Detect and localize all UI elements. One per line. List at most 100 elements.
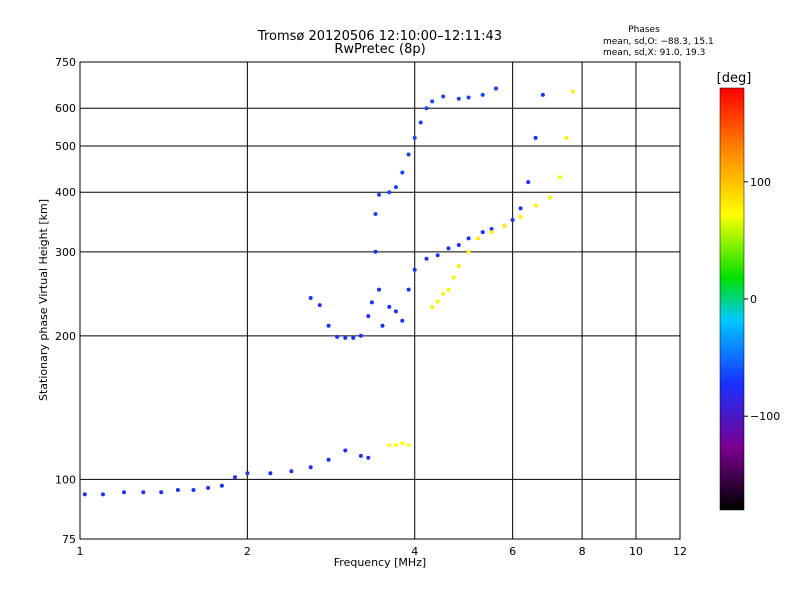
scatter-point bbox=[233, 475, 237, 480]
y-axis-ticks: 75 100 200 300 400 500 600 750 bbox=[55, 56, 76, 546]
scatter-point bbox=[480, 230, 485, 235]
plot-area bbox=[79, 61, 681, 540]
chart-subtitle: RwPretec (8p) bbox=[334, 42, 425, 57]
scatter-point bbox=[494, 86, 498, 91]
scatter-point bbox=[533, 203, 538, 208]
scatter-point bbox=[393, 185, 398, 190]
scatter-point bbox=[101, 492, 105, 497]
scatter-point bbox=[393, 309, 398, 314]
scatter-point bbox=[412, 267, 417, 272]
scatter-point bbox=[387, 443, 392, 448]
scatter-point bbox=[540, 92, 545, 97]
colorbar bbox=[719, 87, 745, 511]
scatter-point bbox=[430, 304, 435, 309]
scatter-point bbox=[175, 488, 180, 492]
scatter-point bbox=[366, 455, 371, 460]
colorbar-ticks: 100 0 −100 bbox=[744, 176, 780, 423]
scatter-point bbox=[400, 318, 405, 323]
y-tick-label: 100 bbox=[55, 473, 76, 486]
scatter-point bbox=[502, 223, 507, 228]
scatter-point bbox=[245, 471, 250, 476]
scatter-point bbox=[141, 490, 146, 495]
scatter-point bbox=[518, 206, 523, 211]
x-axis-ticks: 1 2 4 6 8 10 12 bbox=[77, 545, 688, 558]
x-tick-label: 1 bbox=[77, 545, 84, 558]
scatter-point bbox=[219, 483, 224, 488]
scatter-point bbox=[451, 275, 456, 280]
scatter-point bbox=[393, 443, 398, 448]
scatter-point bbox=[326, 323, 331, 328]
phases-title: Phases bbox=[628, 25, 660, 35]
colorbar-label: [deg] bbox=[717, 71, 752, 86]
scatter-point bbox=[343, 335, 348, 340]
scatter-point bbox=[289, 469, 294, 474]
phases-line-x: mean, sd,X: 91.0, 19.3 bbox=[603, 48, 705, 58]
scatter-point bbox=[456, 243, 461, 247]
scatter-point bbox=[533, 135, 538, 140]
colorbar-tick-label: 100 bbox=[750, 176, 771, 189]
scatter-point bbox=[570, 89, 575, 94]
scatter-point bbox=[435, 299, 440, 304]
scatter-point bbox=[466, 249, 471, 254]
scatter-point bbox=[343, 448, 348, 453]
scatter-point bbox=[400, 441, 405, 446]
phases-line-o: mean, sd,O: −88.3, 15.1 bbox=[603, 37, 714, 47]
scatter-point bbox=[159, 490, 164, 495]
scatter-point bbox=[406, 443, 411, 448]
scatter-point bbox=[466, 95, 471, 100]
scatter-point bbox=[430, 99, 435, 104]
scatter-point bbox=[308, 296, 313, 300]
scatter-point bbox=[335, 334, 340, 339]
scatter-point bbox=[308, 465, 313, 470]
scatter-point bbox=[406, 287, 411, 292]
scatter-point bbox=[510, 217, 515, 222]
scatter-point bbox=[377, 192, 381, 197]
scatter-point bbox=[358, 333, 363, 338]
scatter-point bbox=[446, 246, 451, 251]
scatter-points bbox=[82, 86, 575, 497]
scatter-point bbox=[526, 180, 531, 185]
scatter-point bbox=[489, 230, 494, 235]
y-tick-label: 75 bbox=[62, 533, 76, 546]
x-tick-label: 4 bbox=[411, 545, 418, 558]
scatter-point bbox=[435, 253, 440, 258]
chart-title: Tromsø 20120506 12:10:00–12:11:43 bbox=[257, 29, 502, 44]
scatter-point bbox=[476, 236, 481, 241]
x-tick-label: 12 bbox=[673, 545, 687, 558]
colorbar-tick-label: 0 bbox=[750, 293, 757, 306]
scatter-point bbox=[369, 300, 374, 305]
scatter-point bbox=[373, 249, 378, 254]
scatter-point bbox=[558, 175, 562, 180]
scatter-point bbox=[317, 303, 322, 308]
scatter-point bbox=[358, 453, 363, 458]
scatter-point bbox=[387, 190, 392, 195]
scatter-point bbox=[547, 195, 552, 200]
scatter-point bbox=[456, 96, 461, 101]
scatter-point bbox=[387, 304, 392, 309]
y-tick-label: 600 bbox=[55, 102, 76, 115]
scatter-point bbox=[441, 291, 446, 296]
scatter-point bbox=[418, 120, 423, 125]
scatter-point bbox=[373, 212, 378, 216]
y-tick-label: 750 bbox=[55, 56, 76, 69]
scatter-point bbox=[122, 490, 126, 495]
scatter-point bbox=[380, 323, 385, 328]
y-tick-label: 300 bbox=[55, 246, 76, 259]
scatter-point bbox=[441, 94, 446, 99]
scatter-point bbox=[424, 106, 429, 111]
scatter-point bbox=[518, 214, 523, 219]
scatter-point bbox=[480, 92, 485, 97]
y-axis-label: Stationary phase Virtual Height [km] bbox=[37, 199, 50, 401]
scatter-point bbox=[489, 227, 494, 231]
x-axis-label: Frequency [MHz] bbox=[334, 556, 426, 569]
x-tick-label: 2 bbox=[244, 545, 251, 558]
x-tick-label: 10 bbox=[629, 545, 643, 558]
x-tick-label: 6 bbox=[509, 545, 516, 558]
scatter-point bbox=[268, 471, 273, 476]
scatter-point bbox=[564, 135, 569, 140]
scatter-point bbox=[366, 314, 371, 319]
scatter-point bbox=[406, 152, 411, 157]
scatter-point bbox=[206, 485, 211, 490]
y-tick-label: 500 bbox=[55, 140, 76, 153]
